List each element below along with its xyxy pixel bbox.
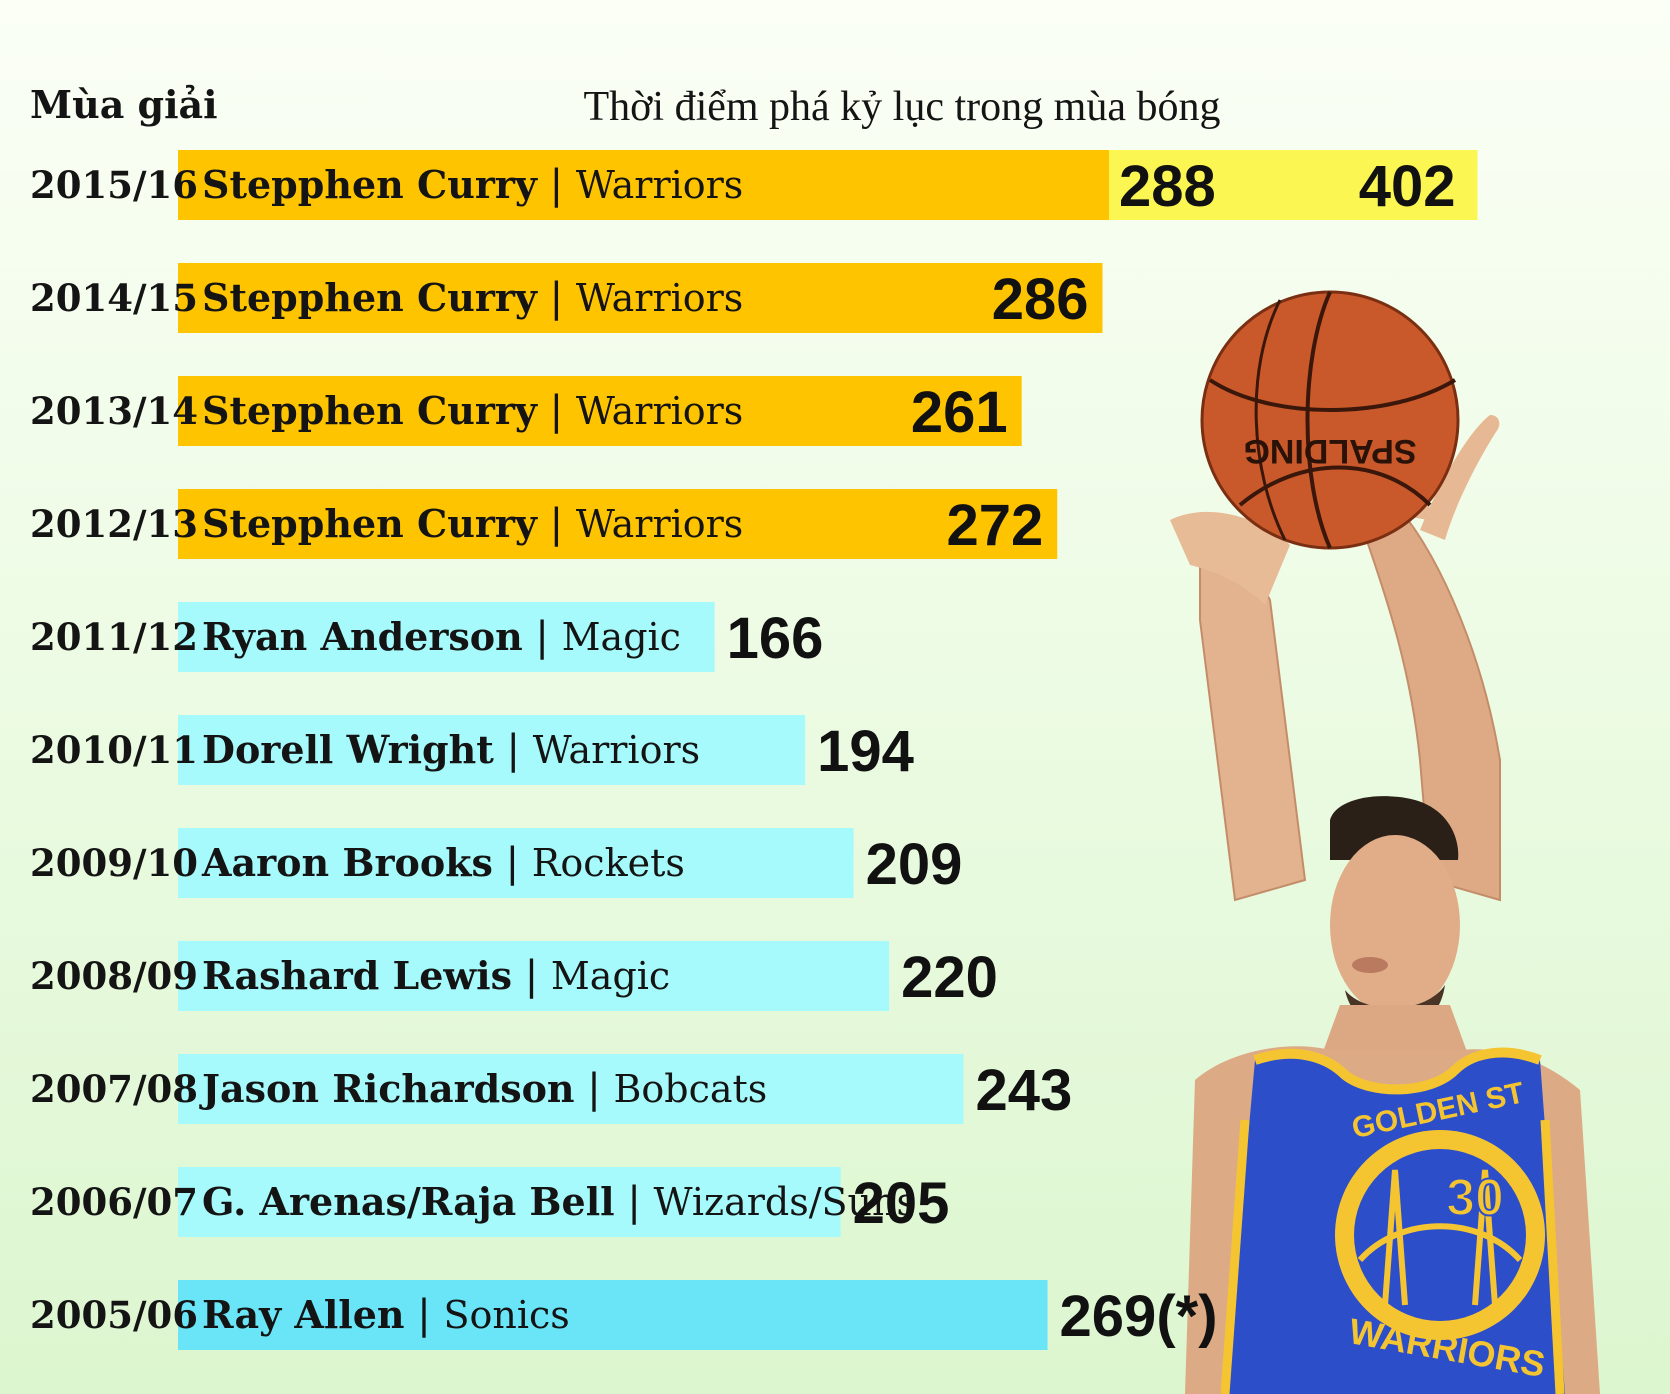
bar-label: Stepphen Curry | Warriors <box>202 162 743 208</box>
season-label: 2011/12 <box>30 615 198 659</box>
data-label: 243 <box>976 1058 1073 1123</box>
bar-label: Jason Richardson | Bobcats <box>199 1066 767 1112</box>
season-label: 2012/13 <box>30 502 198 546</box>
bar-row: 2009/10 Aaron Brooks | Rockets 209 <box>30 828 962 898</box>
bar <box>178 263 1103 333</box>
season-label: 2007/08 <box>30 1067 198 1111</box>
bar-row: 2005/06 Ray Allen | Sonics 269(*) <box>30 1280 1218 1350</box>
team-name: Warriors <box>576 163 743 207</box>
team-name: Magic <box>551 954 670 998</box>
data-label: 205 <box>853 1171 950 1236</box>
bar-label: Ryan Anderson | Magic <box>202 614 681 660</box>
bar <box>178 489 1058 559</box>
bars-layer: 2015/16 Stepphen Curry | Warriors 288 40220… <box>30 150 1478 1350</box>
bar-label: Rashard Lewis | Magic <box>202 953 670 999</box>
team-name: Magic <box>562 615 681 659</box>
team-name: Rockets <box>532 841 685 885</box>
data-label: 272 <box>946 493 1043 558</box>
team-name: Warriors <box>533 728 700 772</box>
season-label: 2013/14 <box>30 389 198 433</box>
bar-label: Aaron Brooks | Rockets <box>201 840 685 886</box>
data-label: 220 <box>901 945 998 1010</box>
player-name: Ray Allen <box>202 1292 405 1337</box>
season-label: 2010/11 <box>30 728 198 772</box>
team-name: Bobcats <box>613 1067 767 1111</box>
bar <box>178 150 1109 220</box>
ball-brand-label: SPALDING <box>1243 432 1416 470</box>
data-label: 261 <box>911 380 1008 445</box>
season-label: 2009/10 <box>30 841 198 885</box>
data-label: 194 <box>817 719 914 784</box>
bar-label: Stepphen Curry | Warriors <box>202 388 743 434</box>
bar-row: 2015/16 Stepphen Curry | Warriors 288 402 <box>30 150 1478 220</box>
bar <box>178 1054 964 1124</box>
chart-header: Thời điểm phá kỷ lục trong mùa bóng <box>584 84 1221 130</box>
season-column-header: Mùa giải <box>30 82 218 127</box>
bar-label: Ray Allen | Sonics <box>202 1292 570 1338</box>
bar-row: 2007/08 Jason Richardson | Bobcats 243 <box>30 1054 1072 1124</box>
season-label: 2006/07 <box>30 1180 198 1224</box>
team-name: Sonics <box>443 1293 569 1337</box>
basketball-icon <box>1200 290 1460 550</box>
bar <box>178 941 890 1011</box>
player-name: Jason Richardson <box>199 1066 575 1111</box>
season-label: 2008/09 <box>30 954 198 998</box>
bar-label: Dorell Wright | Warriors <box>202 727 700 773</box>
bar-row: 2014/15 Stepphen Curry | Warriors 286 <box>30 263 1103 333</box>
basketball-player-icon <box>1170 394 1600 1394</box>
team-name: Warriors <box>576 276 743 320</box>
bar-row: 2011/12 Ryan Anderson | Magic 166 <box>30 602 823 672</box>
player-name: Ryan Anderson <box>202 614 523 659</box>
season-label: 2015/16 <box>30 163 198 207</box>
bar-label: Stepphen Curry | Warriors <box>202 501 743 547</box>
bar-row: 2012/13 Stepphen Curry | Warriors 272 <box>30 489 1058 559</box>
bar <box>178 376 1022 446</box>
team-name: Warriors <box>576 502 743 546</box>
season-label: 2014/15 <box>30 276 198 320</box>
data-label: 288 <box>1119 154 1216 219</box>
player-name: Stepphen Curry <box>202 162 538 207</box>
player-name: Stepphen Curry <box>202 501 538 546</box>
season-label: 2005/06 <box>30 1293 198 1337</box>
bar-row: 2008/09 Rashard Lewis | Magic 220 <box>30 941 998 1011</box>
team-name: Warriors <box>576 389 743 433</box>
player-name: Dorell Wright <box>202 727 494 772</box>
bar-label: Stepphen Curry | Warriors <box>202 275 743 321</box>
player-name: G. Arenas/Raja Bell <box>202 1179 615 1224</box>
player-name: Aaron Brooks <box>201 840 493 885</box>
bar-row: 2013/14 Stepphen Curry | Warriors 261 <box>30 376 1022 446</box>
data-label: 166 <box>727 606 824 671</box>
bar <box>178 1167 841 1237</box>
player-name: Stepphen Curry <box>202 275 538 320</box>
data-label: 286 <box>992 267 1089 332</box>
data-label-extended: 402 <box>1359 154 1456 219</box>
bar <box>178 828 854 898</box>
bar <box>178 715 806 785</box>
bar-row: 2010/11 Dorell Wright | Warriors 194 <box>30 715 914 785</box>
bar-label: G. Arenas/Raja Bell | Wizards/Suns <box>202 1179 916 1225</box>
player-name: Stepphen Curry <box>202 388 538 433</box>
player-name: Rashard Lewis <box>202 953 512 998</box>
data-label: 209 <box>866 832 963 897</box>
jersey-number-label: 30 <box>1446 1169 1504 1227</box>
team-name: Wizards/Suns <box>654 1180 917 1224</box>
data-label: 269(*) <box>1060 1284 1218 1349</box>
bar <box>178 1280 1048 1350</box>
bar-extension <box>1108 150 1478 220</box>
bar <box>178 602 715 672</box>
bar-row: 2006/07 G. Arenas/Raja Bell | Wizards/Sun… <box>30 1167 949 1237</box>
